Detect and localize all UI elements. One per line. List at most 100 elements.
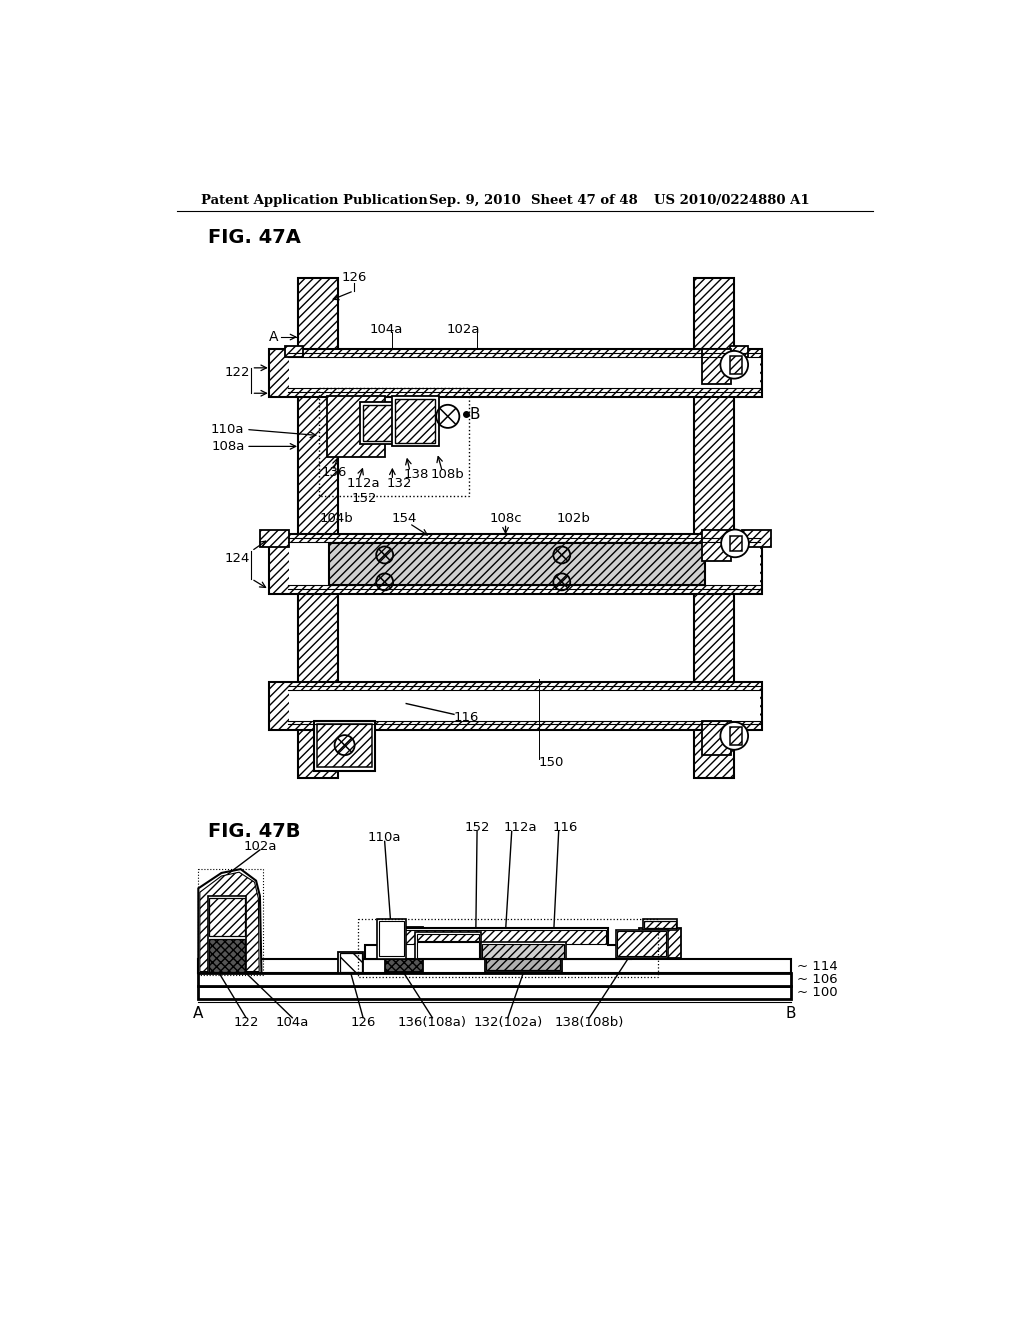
Text: 104a: 104a bbox=[370, 323, 402, 335]
Bar bbox=[379, 921, 403, 956]
Text: ~ 100: ~ 100 bbox=[798, 986, 838, 999]
Text: 108b: 108b bbox=[431, 467, 465, 480]
Bar bbox=[615, 929, 668, 957]
Bar bbox=[377, 919, 407, 960]
Bar bbox=[416, 932, 481, 960]
Bar bbox=[482, 944, 564, 958]
Bar bbox=[643, 919, 677, 929]
Polygon shape bbox=[366, 928, 631, 960]
Bar bbox=[199, 960, 792, 973]
Bar bbox=[644, 921, 676, 928]
Text: FIG. 47B: FIG. 47B bbox=[208, 822, 300, 841]
Bar bbox=[208, 896, 246, 973]
Bar bbox=[330, 543, 705, 585]
Bar bbox=[417, 942, 479, 958]
Text: 122: 122 bbox=[233, 1016, 259, 1028]
Text: ~ 114: ~ 114 bbox=[798, 960, 838, 973]
Circle shape bbox=[721, 529, 749, 557]
Text: 108a: 108a bbox=[211, 440, 245, 453]
Text: A: A bbox=[194, 1006, 204, 1020]
Text: 122: 122 bbox=[224, 366, 250, 379]
Bar bbox=[199, 973, 792, 986]
Text: 152: 152 bbox=[351, 492, 377, 506]
Bar bbox=[319, 388, 469, 496]
Bar bbox=[340, 953, 361, 972]
Circle shape bbox=[720, 722, 749, 750]
Bar bbox=[392, 396, 438, 446]
Bar bbox=[209, 898, 245, 936]
Text: 116: 116 bbox=[454, 711, 479, 723]
Text: US 2010/0224880 A1: US 2010/0224880 A1 bbox=[654, 194, 810, 207]
Circle shape bbox=[720, 351, 749, 379]
Bar bbox=[316, 723, 373, 767]
Text: B: B bbox=[469, 407, 480, 421]
Text: 126: 126 bbox=[350, 1016, 376, 1028]
Bar bbox=[730, 355, 742, 374]
Text: 136(108a): 136(108a) bbox=[398, 1016, 467, 1028]
Bar bbox=[360, 401, 410, 444]
Bar bbox=[617, 932, 667, 956]
Text: 108c: 108c bbox=[489, 512, 522, 525]
Text: 154: 154 bbox=[391, 512, 417, 525]
Text: ~ 106: ~ 106 bbox=[798, 973, 838, 986]
Bar bbox=[199, 869, 263, 974]
Bar bbox=[395, 399, 435, 442]
Text: FIG. 47A: FIG. 47A bbox=[208, 227, 300, 247]
Bar bbox=[694, 277, 734, 779]
Bar bbox=[639, 928, 681, 958]
Text: 152: 152 bbox=[464, 821, 489, 834]
Bar bbox=[260, 531, 289, 548]
Text: 132: 132 bbox=[386, 477, 412, 490]
Text: 102a: 102a bbox=[446, 323, 480, 335]
Text: 110a: 110a bbox=[211, 422, 245, 436]
Bar bbox=[486, 944, 560, 970]
Bar bbox=[199, 986, 792, 999]
Bar bbox=[269, 350, 762, 397]
Bar bbox=[742, 531, 771, 548]
Text: 116: 116 bbox=[553, 821, 579, 834]
Bar bbox=[730, 346, 749, 358]
Bar bbox=[269, 682, 762, 730]
Bar bbox=[289, 358, 761, 388]
Polygon shape bbox=[390, 929, 606, 944]
Text: Patent Application Publication: Patent Application Publication bbox=[202, 194, 428, 207]
Bar bbox=[209, 940, 245, 972]
Bar bbox=[701, 721, 731, 755]
Bar bbox=[298, 277, 339, 779]
Text: 138: 138 bbox=[403, 467, 429, 480]
Bar bbox=[730, 726, 742, 744]
Text: 104b: 104b bbox=[319, 512, 353, 525]
Bar bbox=[285, 346, 303, 358]
Bar bbox=[313, 721, 376, 771]
Bar bbox=[481, 942, 565, 960]
Bar bbox=[289, 690, 761, 721]
Bar bbox=[327, 396, 385, 457]
Bar bbox=[357, 919, 658, 977]
Text: 136: 136 bbox=[322, 466, 347, 479]
Bar bbox=[701, 531, 731, 561]
Text: B: B bbox=[786, 1006, 797, 1020]
Text: A: A bbox=[269, 330, 279, 345]
Text: 150: 150 bbox=[539, 755, 564, 768]
Text: 112a: 112a bbox=[504, 821, 537, 834]
Bar bbox=[364, 405, 407, 441]
Bar bbox=[484, 942, 562, 972]
Text: Sep. 9, 2010: Sep. 9, 2010 bbox=[429, 194, 521, 207]
Text: 138(108b): 138(108b) bbox=[555, 1016, 625, 1028]
Text: Sheet 47 of 48: Sheet 47 of 48 bbox=[531, 194, 638, 207]
Bar bbox=[339, 952, 364, 973]
Text: 132(102a): 132(102a) bbox=[473, 1016, 543, 1028]
Polygon shape bbox=[199, 869, 261, 973]
Text: 126: 126 bbox=[341, 271, 367, 284]
Bar bbox=[701, 350, 731, 384]
Bar bbox=[269, 535, 762, 594]
Text: 110a: 110a bbox=[368, 832, 401, 843]
Bar bbox=[417, 933, 479, 941]
Text: 102a: 102a bbox=[243, 840, 276, 853]
Text: 124: 124 bbox=[224, 552, 250, 565]
Text: 112a: 112a bbox=[346, 477, 380, 490]
Bar bbox=[730, 536, 742, 552]
Bar bbox=[330, 543, 705, 585]
Bar bbox=[385, 927, 423, 972]
Bar bbox=[319, 725, 370, 767]
